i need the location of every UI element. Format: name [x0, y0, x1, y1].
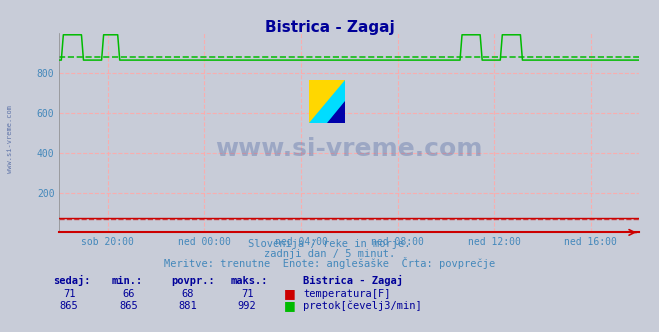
- Bar: [328, 80, 345, 101]
- Polygon shape: [309, 80, 345, 123]
- Text: Bistrica - Zagaj: Bistrica - Zagaj: [265, 20, 394, 35]
- Text: 71: 71: [241, 289, 253, 299]
- Text: 71: 71: [63, 289, 75, 299]
- Text: www.si-vreme.com: www.si-vreme.com: [7, 106, 13, 173]
- Bar: [309, 101, 328, 123]
- Text: Meritve: trenutne  Enote: anglešaške  Črta: povprečje: Meritve: trenutne Enote: anglešaške Črta…: [164, 257, 495, 269]
- Text: Slovenija / reke in morje.: Slovenija / reke in morje.: [248, 239, 411, 249]
- Text: ■: ■: [284, 287, 296, 300]
- Text: sedaj:: sedaj:: [53, 275, 90, 286]
- Text: 865: 865: [60, 301, 78, 311]
- Polygon shape: [309, 80, 345, 123]
- Text: 66: 66: [123, 289, 134, 299]
- Polygon shape: [328, 101, 345, 123]
- Text: min.:: min.:: [112, 276, 143, 286]
- Text: maks.:: maks.:: [231, 276, 268, 286]
- Text: 865: 865: [119, 301, 138, 311]
- Text: pretok[čevelj3/min]: pretok[čevelj3/min]: [303, 301, 422, 311]
- Text: 992: 992: [238, 301, 256, 311]
- Text: 68: 68: [182, 289, 194, 299]
- Text: temperatura[F]: temperatura[F]: [303, 289, 391, 299]
- Text: Bistrica - Zagaj: Bistrica - Zagaj: [303, 275, 403, 286]
- Text: ■: ■: [284, 299, 296, 312]
- Text: povpr.:: povpr.:: [171, 276, 215, 286]
- Bar: [309, 80, 328, 101]
- Text: zadnji dan / 5 minut.: zadnji dan / 5 minut.: [264, 249, 395, 259]
- Text: www.si-vreme.com: www.si-vreme.com: [215, 137, 483, 161]
- Text: 881: 881: [179, 301, 197, 311]
- Bar: [328, 101, 345, 123]
